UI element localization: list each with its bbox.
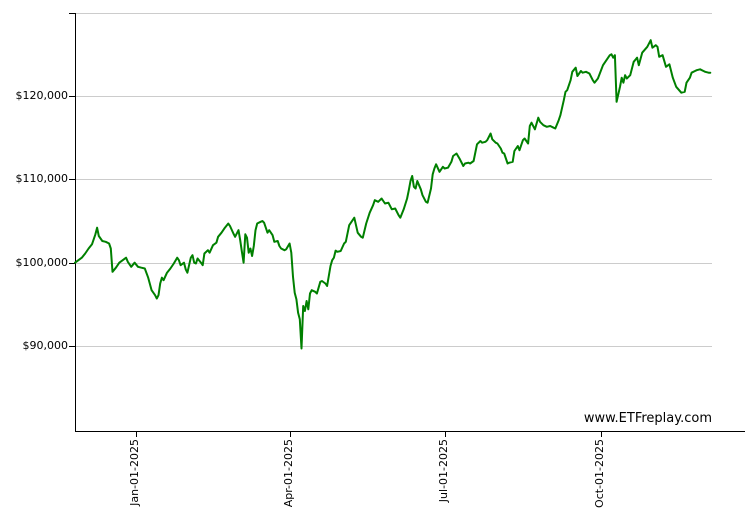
x-axis-label: Jan-01-2025 [128,439,141,506]
y-axis-label: $110,000 [15,172,69,185]
price-line-series [74,39,712,350]
x-axis-label: Jul-01-2025 [437,439,450,503]
y-axis-label: $100,000 [15,256,69,269]
x-axis-label: Oct-01-2025 [593,439,606,508]
x-axis-label: Apr-01-2025 [282,439,295,508]
watermark-text: www.ETFreplay.com [583,411,712,426]
y-axis-label: $90,000 [22,339,69,352]
y-axis-label: $120,000 [15,89,69,102]
